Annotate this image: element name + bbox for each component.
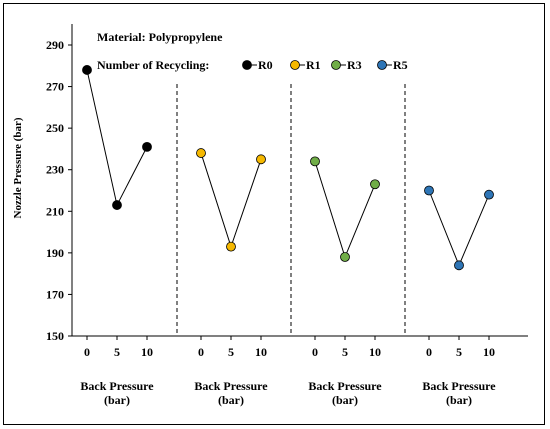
x-tick-label: 10 <box>141 345 153 359</box>
data-point-r3 <box>370 179 380 190</box>
legend-marker-r5 <box>377 60 387 70</box>
series-line-r5 <box>428 190 490 267</box>
data-point-r0 <box>82 65 92 75</box>
x-axis-label-unit: (bar) <box>446 393 472 407</box>
chart-frame <box>3 3 545 425</box>
legend-label-r0: R0 <box>258 58 273 72</box>
legend-label-r3: R3 <box>347 58 362 72</box>
x-tick-label: 5 <box>456 345 462 359</box>
x-axis-label-unit: (bar) <box>218 393 244 407</box>
x-tick-label: 10 <box>255 345 267 359</box>
data-point-r5 <box>484 189 494 200</box>
x-axis-label-unit: (bar) <box>332 393 358 407</box>
x-axis-label: Back Pressure <box>308 379 382 393</box>
y-tick-label: 170 <box>46 287 64 301</box>
x-tick-label: 5 <box>228 345 234 359</box>
data-point-r0 <box>112 200 122 210</box>
legend-label-r5: R5 <box>393 58 408 72</box>
data-point-r3 <box>310 156 320 167</box>
y-tick-label: 190 <box>46 246 64 260</box>
x-tick-label: 0 <box>84 345 90 359</box>
x-tick-label: 0 <box>426 345 432 359</box>
series-line-r3 <box>314 161 376 259</box>
chart-marks <box>82 65 494 271</box>
y-tick-label: 270 <box>46 80 64 94</box>
data-point-r5 <box>424 185 434 196</box>
series-line-r0 <box>86 69 148 207</box>
y-tick-label: 250 <box>46 121 64 135</box>
legend-marker-r3 <box>331 60 341 70</box>
material-annotation: Material: Polypropylene <box>97 30 223 44</box>
data-point-r3 <box>340 252 350 262</box>
legend: R0 R1 R3 R5 <box>242 58 408 72</box>
x-axis-label: Back Pressure <box>80 379 154 393</box>
legend-marker-r1 <box>290 60 300 70</box>
data-point-r1 <box>226 241 236 252</box>
x-tick-label: 10 <box>483 345 495 359</box>
series-line-r1 <box>200 152 262 249</box>
x-axis-label-unit: (bar) <box>104 393 130 407</box>
x-axis-label: Back Pressure <box>194 379 268 393</box>
data-point-r0 <box>142 141 152 152</box>
y-axis-label: Nozzle Pressure (bar) <box>12 117 24 218</box>
y-tick-label: 230 <box>46 163 64 177</box>
legend-title: Number of Recycling: <box>97 58 209 72</box>
y-tick-label: 210 <box>46 204 64 218</box>
x-tick-label: 5 <box>342 345 348 359</box>
y-tick-label: 290 <box>46 38 64 52</box>
x-tick-label: 10 <box>369 345 381 359</box>
legend-marker-r0 <box>242 60 252 70</box>
axes: 150 170 190 210 230 250 270 290 0 5 10 Back Pressur… <box>46 24 528 407</box>
x-tick-label: 0 <box>312 345 318 359</box>
x-axis-label: Back Pressure <box>422 379 496 393</box>
legend-label-r1: R1 <box>306 58 321 72</box>
data-point-r1 <box>256 154 266 165</box>
data-point-r5 <box>454 260 464 271</box>
x-tick-label: 5 <box>114 345 120 359</box>
y-tick-label: 150 <box>46 329 64 343</box>
data-point-r1 <box>196 148 206 158</box>
x-tick-label: 0 <box>198 345 204 359</box>
